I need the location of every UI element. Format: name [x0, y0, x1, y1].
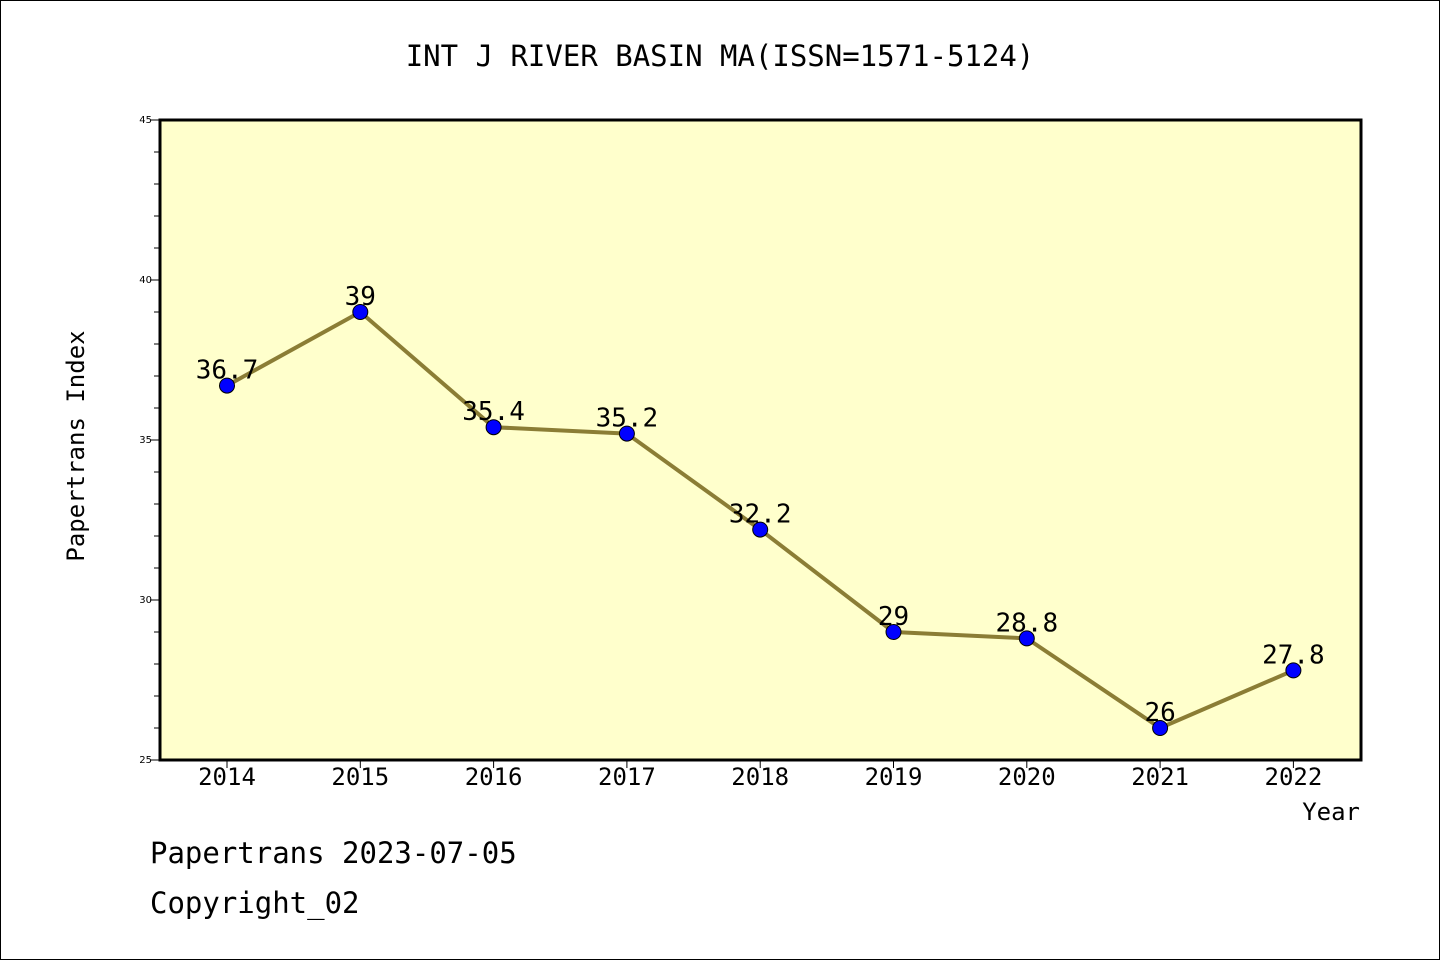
data-label: 29 [878, 602, 909, 632]
data-label-layer: 36.7 39 35.4 35.2 32.2 29 28.8 26 27.8 [196, 282, 1325, 728]
y-axis: 25 30 35 40 45 [139, 115, 160, 766]
x-tick-label: 2017 [598, 763, 656, 791]
data-point [485, 419, 502, 436]
x-tick-label: 2014 [198, 763, 256, 791]
x-axis: 2014 2015 2016 2017 2018 2019 2020 2021 2022 [198, 760, 1322, 791]
chart-title: INT J RIVER BASIN MA(ISSN=1571-5124) [406, 39, 1035, 73]
data-point [752, 521, 769, 538]
data-point [885, 624, 902, 640]
x-tick-label: 2022 [1265, 763, 1323, 791]
data-point [352, 304, 369, 320]
footer-date-text: Papertrans 2023-07-05 [150, 836, 517, 870]
y-tick-label: 30 [139, 595, 152, 606]
data-label: 32.2 [729, 500, 792, 530]
y-tick-label: 35 [139, 435, 152, 446]
plot-area [158, 118, 1363, 762]
data-point [1018, 630, 1035, 647]
data-point [618, 425, 635, 442]
x-tick-label: 2019 [865, 763, 923, 791]
data-point [1152, 720, 1169, 736]
data-label: 36.7 [196, 356, 259, 386]
y-tick-label: 45 [139, 115, 152, 126]
data-label: 28.8 [995, 608, 1058, 638]
data-label: 26 [1144, 698, 1175, 728]
x-tick-label: 2015 [331, 763, 389, 791]
y-tick-label: 40 [139, 275, 152, 286]
x-tick-label: 2021 [1131, 763, 1189, 791]
data-label: 35.4 [462, 397, 525, 427]
data-label: 39 [345, 282, 376, 312]
footer-copyright-text: Copyright_02 [150, 886, 360, 920]
y-tick-label: 25 [139, 755, 152, 766]
x-tick-label: 2016 [465, 763, 523, 791]
x-tick-label: 2020 [998, 763, 1056, 791]
x-axis-label: Year [1302, 798, 1360, 826]
data-label: 27.8 [1262, 640, 1325, 670]
data-label: 35.2 [596, 404, 659, 434]
data-point [1285, 662, 1302, 679]
data-point [219, 377, 235, 394]
y-axis-label: Papertrans Index [62, 330, 90, 561]
data-point-layer [219, 304, 1302, 736]
x-tick-label: 2018 [731, 763, 789, 791]
